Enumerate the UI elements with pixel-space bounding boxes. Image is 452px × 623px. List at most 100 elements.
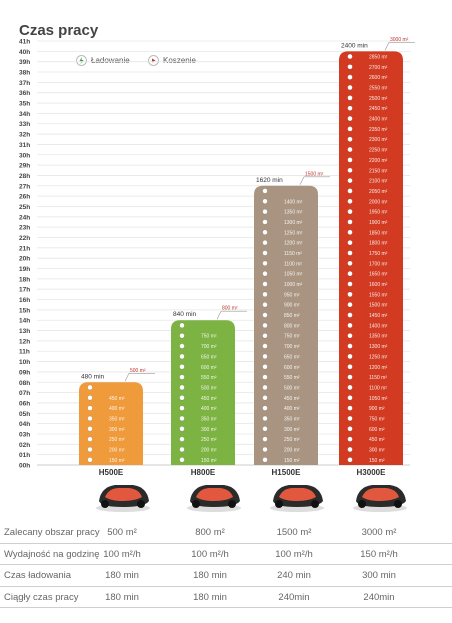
y-tick-label: 22h <box>19 235 30 242</box>
area-label: 1050 m² <box>284 272 303 278</box>
y-tick-label: 04h <box>19 421 30 428</box>
area-label: 400 m² <box>201 406 217 412</box>
area-label: 600 m² <box>284 365 300 371</box>
area-label: 150 m² <box>109 458 125 464</box>
area-label: 900 m² <box>284 303 300 309</box>
bar-dot <box>347 84 353 91</box>
bar-dot <box>87 415 93 422</box>
area-label: 550 m² <box>201 375 217 381</box>
mower-image-h500e <box>93 477 153 518</box>
legend-label-mowing: Koszenie <box>163 56 196 65</box>
bar-dot <box>262 281 268 287</box>
area-label: 300 m² <box>109 427 125 433</box>
bar-dot <box>179 374 185 380</box>
area-label: 200 m² <box>109 447 125 453</box>
area-label: 350 m² <box>284 416 300 422</box>
area-label: 450 m² <box>201 396 217 402</box>
bar-dot <box>347 53 353 60</box>
y-tick-label: 36h <box>19 90 30 97</box>
mower-image-h1500e <box>267 477 327 518</box>
area-label: 2100 m² <box>369 179 388 185</box>
bar-dot <box>179 426 185 432</box>
bar-dot <box>179 353 185 360</box>
y-tick-label: 18h <box>19 276 30 283</box>
area-label: 550 m² <box>284 375 300 381</box>
bar-dot <box>87 384 93 391</box>
bar-dot <box>347 167 353 173</box>
area-label: 600 m² <box>369 427 385 433</box>
area-label: 250 m² <box>109 437 125 443</box>
bar-dot <box>262 426 268 432</box>
table-cell: 180 min <box>193 570 227 581</box>
bar-dot <box>347 146 353 153</box>
bar-dot <box>87 446 93 453</box>
bar-dot <box>262 446 268 453</box>
table-cell: 500 m² <box>107 527 137 538</box>
area-label: 1750 m² <box>369 251 388 257</box>
bar-dot <box>262 240 268 246</box>
bar-dot <box>347 209 353 215</box>
area-label: 1550 m² <box>369 292 388 298</box>
area-label: 700 m² <box>284 344 300 350</box>
bar-dot <box>347 384 353 391</box>
bar-dot <box>262 405 268 411</box>
area-label: 300 m² <box>201 427 217 433</box>
table-row: Czas ładowania 180 min 180 min 240 min 3… <box>0 565 452 587</box>
callout-line <box>216 311 222 320</box>
area-label: 350 m² <box>109 416 125 422</box>
area-label: 900 m² <box>369 406 385 412</box>
bar-dot <box>262 457 268 463</box>
area-label: 500 m² <box>284 385 300 391</box>
bar-dot <box>262 353 268 360</box>
y-tick-label: 06h <box>19 400 30 407</box>
bar-dot <box>262 374 268 380</box>
bar-dot <box>262 322 268 328</box>
bar-dot <box>347 219 353 225</box>
area-label: 800 m² <box>284 323 300 329</box>
bar-dot <box>347 198 353 204</box>
area-label: 2000 m² <box>369 199 388 205</box>
bar-dot <box>262 343 268 349</box>
area-label: 300 m² <box>284 427 300 433</box>
y-tick-label: 34h <box>19 111 30 118</box>
area-label: 1400 m² <box>284 199 303 205</box>
bar-dot <box>347 374 353 380</box>
area-label: 2200 m² <box>369 158 388 164</box>
table-cell: 240 min <box>277 570 311 581</box>
charging-icon <box>76 55 87 66</box>
y-tick-label: 39h <box>19 59 30 66</box>
bar-dot <box>179 436 185 442</box>
bar-dot <box>262 219 268 225</box>
bar-dot <box>87 395 93 401</box>
callout-line <box>299 176 305 185</box>
bar-dot <box>347 312 353 318</box>
area-label: 1300 m² <box>369 344 388 350</box>
table-cell: 1500 m² <box>276 527 312 538</box>
area-label: 1950 m² <box>369 210 388 216</box>
area-label: 1150 m² <box>369 375 387 381</box>
mower-image-h800e <box>184 477 244 518</box>
bar-dot <box>87 457 93 463</box>
table-row: Wydajność na godzinę 100 m²/h 100 m²/h 1… <box>0 544 452 565</box>
area-label: 2850 m² <box>369 55 388 61</box>
bar-dot <box>347 229 353 235</box>
y-tick-label: 37h <box>19 80 30 87</box>
bar-dot <box>347 178 353 184</box>
bar <box>79 382 143 465</box>
table-cell: 100 m²/h <box>191 548 229 560</box>
bar-dot <box>347 281 353 287</box>
y-tick-label: 13h <box>19 328 30 335</box>
bar-dot <box>262 312 268 318</box>
area-label: 2700 m² <box>369 65 388 71</box>
bar-dot <box>262 395 268 401</box>
bar-dot <box>262 198 268 204</box>
row-label: Ciągły czas pracy <box>4 591 79 603</box>
area-label: 1100 m² <box>284 261 302 267</box>
bar-dot <box>347 95 353 101</box>
bar-dot <box>347 426 353 432</box>
bar-dot <box>347 240 353 246</box>
table-cell: 800 m² <box>195 527 225 538</box>
bar-dot <box>347 446 353 453</box>
area-label: 1400 m² <box>369 323 388 329</box>
y-tick-label: 09h <box>19 369 30 376</box>
